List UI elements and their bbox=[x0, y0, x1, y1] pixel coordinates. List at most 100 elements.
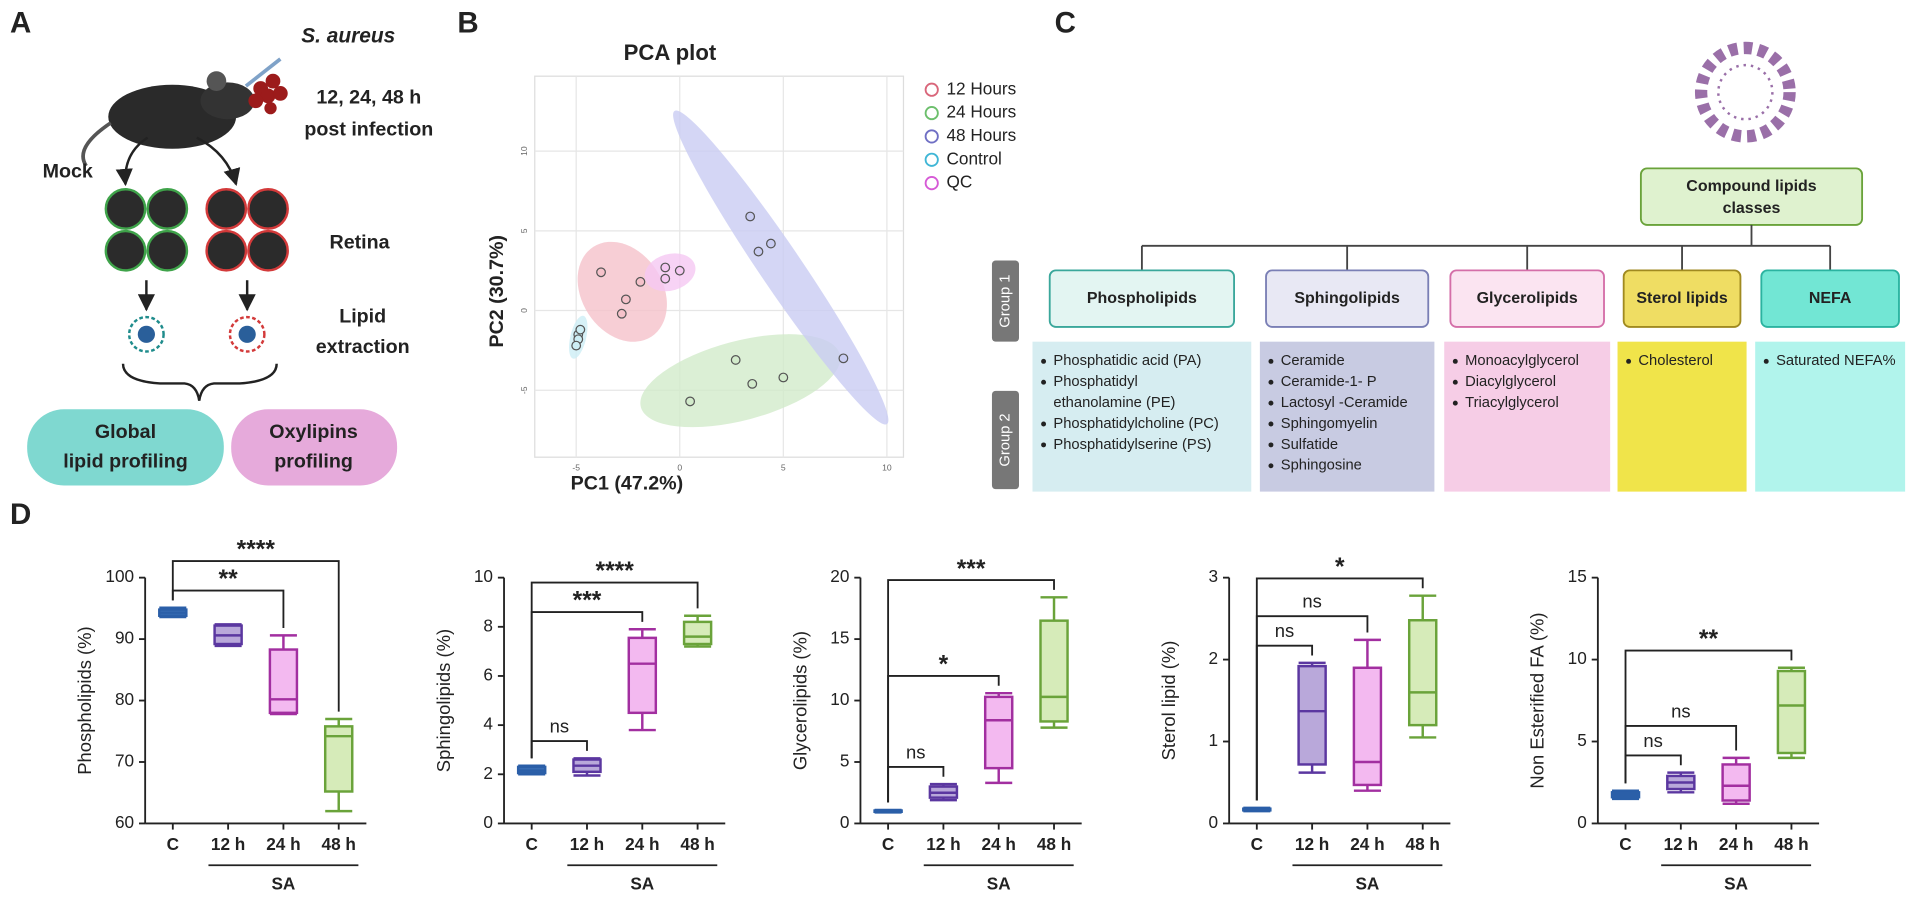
y-tick-label: 4 bbox=[483, 714, 493, 734]
box bbox=[1776, 669, 1807, 755]
x-tick-label: 48 h bbox=[1406, 834, 1440, 854]
y-tick-label: -5 bbox=[519, 386, 529, 394]
profile-box bbox=[27, 409, 224, 486]
item-label: Sphingosine bbox=[1281, 458, 1362, 474]
y-axis-label: Sphingolipids (%) bbox=[433, 629, 454, 772]
box bbox=[983, 695, 1014, 770]
retina-mock bbox=[104, 188, 189, 272]
significance-bracket bbox=[1255, 577, 1424, 801]
lipid-icon bbox=[1694, 41, 1796, 143]
item-label: Phosphatidylserine (PS) bbox=[1053, 437, 1211, 453]
item-box bbox=[1259, 341, 1435, 492]
y-tick-label: 15 bbox=[1568, 566, 1587, 586]
item-box bbox=[1755, 341, 1906, 492]
item-label: Cholesterol bbox=[1638, 353, 1713, 369]
confidence-ellipse bbox=[577, 241, 667, 342]
significance-bracket bbox=[171, 589, 285, 629]
data-point bbox=[635, 276, 646, 287]
root-label: Compound lipids bbox=[1686, 178, 1817, 195]
significance-label: ns bbox=[1671, 700, 1690, 721]
significance-label: ns bbox=[906, 741, 925, 762]
y-tick-label: 0 bbox=[519, 308, 529, 313]
item-box bbox=[1444, 341, 1611, 492]
mouse-head bbox=[200, 82, 255, 120]
x-tick-label: 24 h bbox=[1350, 834, 1384, 854]
mouse-ear bbox=[206, 71, 227, 91]
y-tick-label: 10 bbox=[474, 566, 493, 586]
confidence-ellipse bbox=[644, 253, 696, 292]
item-label: Ceramide bbox=[1281, 353, 1345, 369]
chart-title: PCA plot bbox=[624, 40, 717, 65]
item-label: Phosphatidylcholine (PC) bbox=[1053, 416, 1218, 432]
group-box bbox=[991, 390, 1019, 490]
class-label: Sphingolipids bbox=[1294, 290, 1400, 307]
significance-label: * bbox=[939, 652, 949, 679]
root-label: classes bbox=[1723, 200, 1781, 217]
x-tick-label: 12 h bbox=[570, 834, 604, 854]
item-label: Diacylglycerol bbox=[1465, 374, 1556, 390]
legend-label: QC bbox=[946, 172, 972, 192]
legend-label: 48 Hours bbox=[946, 125, 1016, 145]
y-tick-label: 70 bbox=[115, 751, 134, 771]
bullet bbox=[1452, 379, 1458, 385]
significance-bracket bbox=[887, 579, 1055, 803]
class-box bbox=[1622, 269, 1742, 328]
class-label: NEFA bbox=[1809, 290, 1852, 307]
x-tick-label: 24 h bbox=[982, 834, 1016, 854]
item-label: ethanolamine (PE) bbox=[1053, 395, 1175, 411]
box bbox=[627, 636, 658, 715]
y-tick-label: 10 bbox=[1568, 648, 1587, 668]
confidence-ellipse bbox=[673, 110, 889, 425]
x-tick-label: 48 h bbox=[680, 834, 714, 854]
data-point bbox=[838, 353, 849, 364]
group-box bbox=[991, 260, 1019, 342]
significance-bracket bbox=[171, 560, 340, 712]
y-axis-label: Phospholipids (%) bbox=[74, 626, 95, 774]
significance-label: ** bbox=[1699, 626, 1719, 653]
bullet bbox=[1268, 421, 1274, 427]
profile-label: profiling bbox=[274, 450, 353, 472]
panel-label: C bbox=[1055, 6, 1076, 39]
y-tick-label: 1 bbox=[1209, 730, 1219, 750]
box bbox=[682, 620, 713, 646]
x-tick-label: 48 h bbox=[1774, 834, 1808, 854]
profile-box bbox=[231, 409, 398, 486]
data-point bbox=[765, 238, 776, 249]
data-point bbox=[685, 396, 696, 407]
x-tick-label: 5 bbox=[781, 463, 786, 473]
data-point bbox=[747, 378, 758, 389]
bullet bbox=[1268, 400, 1274, 406]
panel-label: B bbox=[457, 6, 478, 39]
significance-bracket bbox=[530, 611, 644, 759]
legend-marker bbox=[924, 82, 939, 97]
mouse-tail bbox=[81, 121, 112, 167]
group-label: Group 1 bbox=[997, 274, 1013, 327]
item-label: Phosphatidic acid (PA) bbox=[1053, 353, 1201, 369]
bacteria bbox=[248, 73, 288, 115]
y-axis-label: Glycerolipids (%) bbox=[789, 631, 810, 770]
legend-label: 24 Hours bbox=[946, 102, 1016, 122]
bullet bbox=[1452, 358, 1458, 364]
data-point bbox=[616, 308, 627, 319]
x-tick-label: 12 h bbox=[211, 834, 245, 854]
y-tick-label: 80 bbox=[115, 689, 134, 709]
significance-label: *** bbox=[957, 556, 986, 583]
bullet bbox=[1041, 442, 1047, 448]
item-label: Triacylglycerol bbox=[1465, 395, 1559, 411]
class-box bbox=[1760, 269, 1900, 328]
class-box bbox=[1265, 269, 1430, 328]
group-label: SA bbox=[1355, 873, 1379, 893]
y-tick-label: 3 bbox=[1209, 566, 1219, 586]
class-box bbox=[1449, 269, 1605, 328]
x-tick-label: C bbox=[525, 834, 537, 854]
x-tick-label: 12 h bbox=[926, 834, 960, 854]
data-point bbox=[660, 273, 671, 284]
bullet bbox=[1268, 358, 1274, 364]
legend-label: Control bbox=[946, 148, 1001, 168]
group-label: SA bbox=[271, 873, 295, 893]
bullet bbox=[1763, 358, 1769, 364]
x-tick-label: 0 bbox=[677, 463, 682, 473]
bullet bbox=[1268, 379, 1274, 385]
mock-label: Mock bbox=[43, 160, 93, 182]
data-point bbox=[660, 262, 671, 273]
